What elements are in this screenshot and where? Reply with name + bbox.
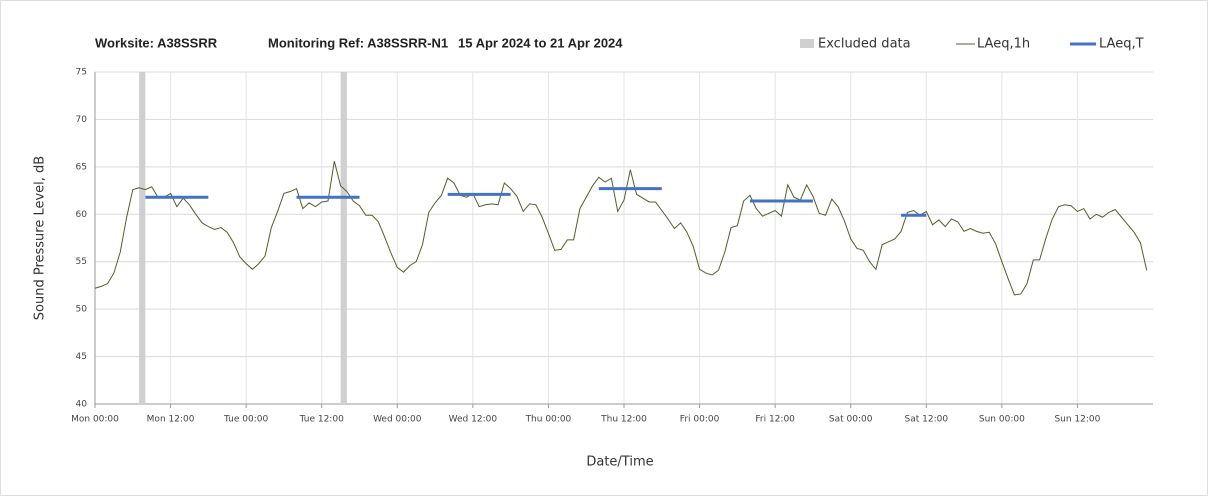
y-axis-label: Sound Pressure Level, dB <box>33 156 48 320</box>
chart-title: Worksite: A38SSRR <box>95 35 218 50</box>
y-tick-label: 45 <box>76 352 87 362</box>
y-tick-label: 40 <box>76 400 88 410</box>
x-tick-label: Tue 00:00 <box>223 415 268 425</box>
x-axis-label: Date/Time <box>586 455 653 470</box>
x-tick-label: Mon 12:00 <box>147 415 195 425</box>
x-tick-label: Thu 12:00 <box>600 415 647 425</box>
x-tick-label: Sat 12:00 <box>905 415 949 425</box>
x-tick-label: Thu 00:00 <box>525 415 572 425</box>
x-tick-label: Wed 12:00 <box>449 415 498 425</box>
y-tick-label: 50 <box>76 305 88 315</box>
chart-title: 15 Apr 2024 to 21 Apr 2024 <box>458 35 623 50</box>
y-tick-label: 55 <box>76 257 87 267</box>
y-tick-label: 75 <box>76 68 87 78</box>
excluded-band <box>139 72 146 404</box>
legend-label: LAeq,1h <box>977 37 1030 52</box>
x-tick-label: Sun 12:00 <box>1054 415 1100 425</box>
x-tick-label: Sun 00:00 <box>979 415 1025 425</box>
chart-title: Monitoring Ref: A38SSRR-N1 <box>268 35 448 50</box>
legend-swatch <box>800 39 814 48</box>
x-tick-label: Sat 00:00 <box>829 415 873 425</box>
y-tick-label: 65 <box>76 162 87 172</box>
line <box>94 161 1148 296</box>
x-tick-label: Tue 12:00 <box>299 415 344 425</box>
legend-label: LAeq,T <box>1099 37 1144 52</box>
x-tick-label: Fri 00:00 <box>680 415 720 425</box>
x-tick-label: Wed 00:00 <box>373 415 422 425</box>
y-tick-label: 60 <box>76 210 88 220</box>
legend-label: Excluded data <box>818 37 911 52</box>
y-tick-label: 70 <box>76 115 88 125</box>
x-tick-label: Mon 00:00 <box>71 415 119 425</box>
x-tick-label: Fri 12:00 <box>755 415 795 425</box>
excluded-band <box>340 72 347 404</box>
